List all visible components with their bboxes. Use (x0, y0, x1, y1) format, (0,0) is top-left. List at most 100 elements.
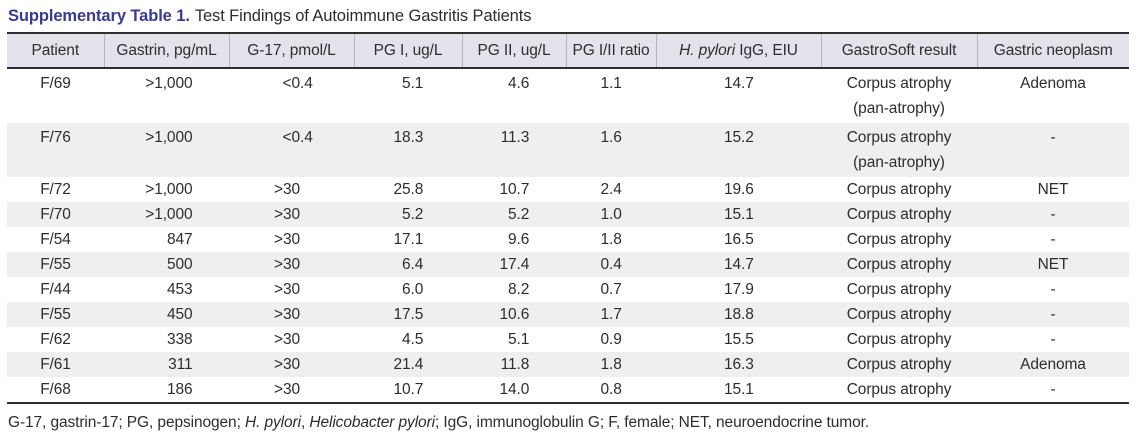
numeric-value: >30 (270, 252, 313, 277)
integer-part: 4 (507, 75, 517, 92)
col-header-pg2: PG II, ug/L (461, 33, 566, 69)
numeric-value: >30 (270, 202, 313, 227)
table-head: Patient Gastrin, pg/mL G-17, pmol/L PG I, u… (7, 33, 1129, 69)
cell-g17: >30 (229, 202, 354, 227)
cell-ratio: 0.7 (566, 277, 656, 302)
fraction-part: .7 (516, 181, 530, 198)
fraction-part: .4 (609, 256, 622, 273)
integer-part: >30 (274, 231, 300, 248)
numeric-value: 0.4 (600, 252, 622, 277)
cell-g17: >30 (229, 377, 354, 403)
cell-pg2: 11.3 (462, 123, 566, 177)
cell-pg1: 17.1 (354, 227, 462, 252)
integer-part: 17 (393, 306, 411, 323)
cell-patient: F/54 (40, 231, 71, 248)
numeric-value: 10.7 (499, 177, 530, 202)
numeric-value: 18.3 (393, 125, 424, 150)
cell-patient: F/72 (40, 181, 71, 198)
cell-pg1: 5.2 (354, 202, 462, 227)
integer-part: 15 (723, 206, 741, 223)
integer-part: >30 (274, 281, 300, 298)
fraction-part: .1 (410, 231, 424, 248)
integer-part: 5 (401, 75, 411, 92)
fraction-part: .6 (516, 75, 530, 92)
numeric-value: 21.4 (393, 352, 424, 377)
integer-part: >1,000 (145, 206, 193, 223)
cell-g17: >30 (229, 227, 354, 252)
fraction-part: .1 (741, 206, 754, 223)
cell-pg2: 5.1 (462, 327, 566, 352)
col-header-ratio: PG I/II ratio (565, 33, 656, 69)
integer-part: 10 (499, 181, 517, 198)
table-row: F/55 500 >30 6.4 17.4 0.4 14.7 Corpus atrophy NE… (7, 252, 1129, 277)
numeric-value: 5.2 (393, 202, 424, 227)
cell-ratio: 1.8 (566, 352, 656, 377)
fraction-part: .3 (741, 356, 754, 373)
cell-gastrin: 338 (104, 327, 229, 352)
numeric-value: 0.9 (600, 327, 622, 352)
cell-gastrosoft: Corpus atrophy (846, 281, 952, 298)
cell-gastrin: >1,000 (104, 68, 229, 123)
cell-patient: F/44 (40, 281, 71, 298)
fraction-part: .2 (516, 206, 530, 223)
fraction-part: .0 (609, 206, 622, 223)
header-row: Patient Gastrin, pg/mL G-17, pmol/L PG I, u… (7, 33, 1129, 69)
col-header-neoplasm: Gastric neoplasm (976, 33, 1129, 69)
integer-part: 17 (393, 231, 411, 248)
cell-pg1: 4.5 (354, 327, 462, 352)
fraction-part: .7 (609, 306, 622, 323)
fraction-part: .8 (741, 306, 754, 323)
integer-part: 16 (723, 356, 741, 373)
numeric-value: 2.4 (600, 177, 622, 202)
numeric-value: 17.5 (393, 302, 424, 327)
cell-ratio: 1.0 (566, 202, 656, 227)
cell-g17: >30 (229, 352, 354, 377)
integer-part: 338 (166, 331, 193, 348)
fraction-part: .5 (410, 331, 424, 348)
numeric-value: >30 (270, 352, 313, 377)
numeric-value: 1.7 (600, 302, 622, 327)
numeric-value: 19.6 (723, 177, 754, 202)
cell-gastrin: 450 (104, 302, 229, 327)
integer-part: 11 (500, 356, 517, 373)
cell-g17: >30 (229, 252, 354, 277)
fraction-part: .4 (516, 256, 530, 273)
integer-part: >30 (274, 331, 300, 348)
integer-part: 18 (393, 129, 411, 146)
numeric-value: 5.2 (499, 202, 530, 227)
fraction-part: .3 (410, 129, 424, 146)
integer-part: 16 (723, 231, 741, 248)
cell-ratio: 1.6 (566, 123, 656, 177)
fraction-part: .4 (300, 75, 313, 92)
integer-part: 14 (499, 381, 517, 398)
cell-gastrosoft: Corpus atrophy (846, 231, 952, 248)
integer-part: 5 (401, 206, 411, 223)
cell-neoplasm: NET (1037, 256, 1069, 273)
integer-part: >30 (274, 181, 300, 198)
footnote-segment: G-17, gastrin-17; PG, pepsinogen; (8, 414, 245, 431)
fraction-part: .6 (741, 181, 754, 198)
cell-hpylori_igg: 15.1 (656, 202, 821, 227)
fraction-part: .8 (609, 231, 622, 248)
footnote-segment: Helicobacter pylori (309, 414, 435, 431)
numeric-value: 4.5 (393, 327, 424, 352)
fraction-part: .7 (410, 381, 424, 398)
numeric-value: 500 (141, 252, 193, 277)
cell-line: Corpus atrophy (846, 75, 952, 92)
numeric-value: 8.2 (499, 277, 530, 302)
integer-part: 15 (723, 331, 741, 348)
cell-ratio: 0.8 (566, 377, 656, 403)
numeric-value: 16.5 (723, 227, 754, 252)
numeric-value: 25.8 (393, 177, 424, 202)
integer-part: >1,000 (145, 181, 193, 198)
numeric-value: >30 (270, 227, 313, 252)
cell-patient: F/69 (40, 75, 71, 92)
integer-part: 10 (393, 381, 411, 398)
cell-neoplasm: - (1050, 381, 1056, 398)
numeric-value: >30 (270, 327, 313, 352)
col-header-patient: Patient (7, 33, 104, 69)
integer-part: 0 (600, 381, 609, 398)
cell-gastrosoft: Corpus atrophy (846, 306, 952, 323)
fraction-part: .0 (516, 381, 530, 398)
cell-pg1: 6.0 (354, 277, 462, 302)
